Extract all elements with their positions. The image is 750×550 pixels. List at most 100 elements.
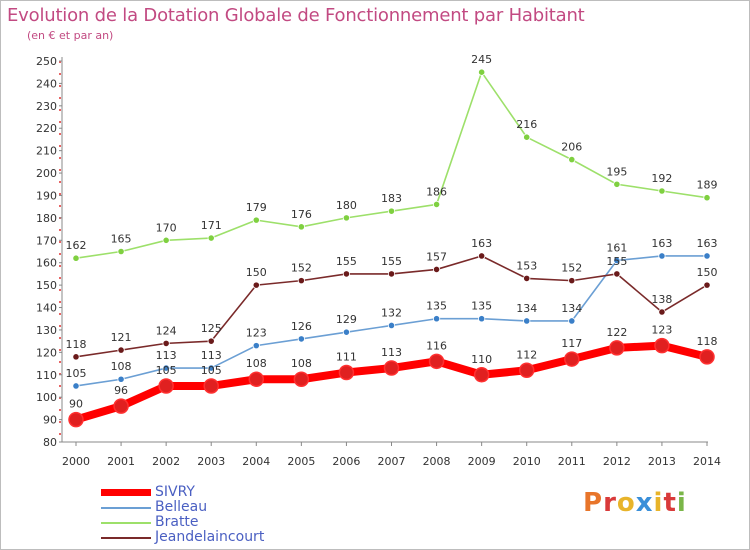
data-label-belleau: 163 xyxy=(697,237,718,250)
data-label-jeandelaincourt: 155 xyxy=(381,255,402,268)
data-point-belleau xyxy=(252,342,260,350)
y-tick-label: 120 xyxy=(36,346,57,359)
y-tick-label: 190 xyxy=(36,189,57,202)
data-label-jeandelaincourt: 163 xyxy=(471,237,492,250)
data-label-jeandelaincourt: 153 xyxy=(516,259,537,272)
data-label-belleau: 105 xyxy=(66,367,87,380)
data-point-belleau xyxy=(613,256,621,265)
y-tick-label: 220 xyxy=(36,122,57,135)
data-label-jeandelaincourt: 121 xyxy=(111,331,132,344)
x-tick-label: 2010 xyxy=(513,455,541,468)
data-label-bratte: 162 xyxy=(66,239,87,252)
y-tick-label: 160 xyxy=(36,257,57,270)
data-label-belleau: 135 xyxy=(426,300,447,313)
data-label-sivry: 108 xyxy=(246,357,267,370)
x-tick-label: 2013 xyxy=(648,455,676,468)
data-point-bratte xyxy=(658,187,666,195)
data-label-bratte: 216 xyxy=(516,118,537,131)
data-point-sivry xyxy=(518,362,535,379)
y-tick-label: 80 xyxy=(43,436,57,449)
data-label-belleau: 123 xyxy=(246,327,267,340)
data-point-sivry xyxy=(564,351,580,367)
data-label-belleau: 113 xyxy=(201,349,222,362)
data-point-sivry xyxy=(158,378,174,394)
data-point-belleau xyxy=(568,317,576,325)
legend-swatch xyxy=(101,522,151,524)
x-tick-label: 2003 xyxy=(197,455,225,468)
data-label-bratte: 176 xyxy=(291,208,312,221)
data-point-jeandelaincourt xyxy=(658,308,666,316)
data-point-jeandelaincourt xyxy=(613,270,621,278)
data-label-sivry: 118 xyxy=(697,335,718,348)
logo-letter: i xyxy=(653,488,664,518)
data-label-sivry: 122 xyxy=(606,326,627,339)
data-point-jeandelaincourt xyxy=(72,353,80,361)
data-label-belleau: 113 xyxy=(156,349,177,362)
legend-label: SIVRY xyxy=(155,484,195,500)
data-point-sivry xyxy=(248,371,265,387)
data-point-sivry xyxy=(428,353,445,370)
data-point-belleau xyxy=(432,315,441,323)
data-label-belleau: 134 xyxy=(516,302,537,315)
x-tick-label: 2005 xyxy=(287,455,315,468)
data-point-sivry xyxy=(113,398,129,414)
legend-item-belleau: Belleau xyxy=(101,499,401,515)
data-point-jeandelaincourt xyxy=(478,252,486,260)
data-point-bratte xyxy=(613,180,621,188)
logo-letter: t xyxy=(663,488,677,518)
data-label-jeandelaincourt: 150 xyxy=(246,266,267,279)
legend-swatch xyxy=(101,507,151,509)
x-tick-label: 2008 xyxy=(423,455,451,468)
data-label-bratte: 206 xyxy=(561,141,582,154)
data-label-belleau: 135 xyxy=(471,300,492,313)
data-label-jeandelaincourt: 118 xyxy=(66,338,87,351)
data-point-jeandelaincourt xyxy=(297,277,305,285)
data-label-bratte: 186 xyxy=(426,185,447,198)
data-label-bratte: 192 xyxy=(651,172,672,185)
data-point-jeandelaincourt xyxy=(523,274,531,282)
data-label-bratte: 180 xyxy=(336,199,357,212)
y-tick-label: 200 xyxy=(36,167,57,180)
data-point-bratte xyxy=(342,214,351,222)
data-label-bratte: 171 xyxy=(201,219,222,232)
data-point-bratte xyxy=(523,133,531,141)
y-tick-label: 230 xyxy=(36,100,57,113)
data-label-belleau: 129 xyxy=(336,313,357,326)
data-label-sivry: 110 xyxy=(471,353,492,366)
data-label-sivry: 123 xyxy=(651,324,672,337)
data-point-belleau xyxy=(658,252,666,260)
logo-letter: x xyxy=(635,488,654,518)
data-label-belleau: 126 xyxy=(291,320,312,333)
data-point-sivry xyxy=(654,337,670,354)
data-label-sivry: 112 xyxy=(516,348,537,361)
data-point-sivry xyxy=(338,364,355,381)
legend-swatch xyxy=(101,489,151,496)
x-tick-label: 2004 xyxy=(242,455,270,468)
data-point-jeandelaincourt xyxy=(252,281,260,289)
data-point-sivry xyxy=(609,340,625,356)
data-point-belleau xyxy=(117,375,125,383)
data-label-jeandelaincourt: 155 xyxy=(606,255,627,268)
x-tick-label: 2014 xyxy=(693,455,721,468)
data-point-bratte xyxy=(252,216,260,224)
data-point-sivry xyxy=(473,367,490,383)
data-point-belleau xyxy=(703,252,711,260)
data-label-sivry: 113 xyxy=(381,346,402,359)
data-label-jeandelaincourt: 152 xyxy=(291,262,312,275)
y-tick-label: 240 xyxy=(36,77,57,90)
data-point-bratte xyxy=(387,207,396,215)
logo-letter: r xyxy=(603,488,617,518)
x-tick-label: 2002 xyxy=(152,455,180,468)
data-label-belleau: 163 xyxy=(651,237,672,250)
chart-subtitle: (en € et par an) xyxy=(27,29,114,42)
legend-item-bratte: Bratte xyxy=(101,514,401,530)
data-point-jeandelaincourt xyxy=(432,265,441,274)
logo-letter: o xyxy=(616,488,636,518)
y-tick-label: 150 xyxy=(36,279,57,292)
data-label-bratte: 170 xyxy=(156,221,177,234)
data-point-jeandelaincourt xyxy=(703,281,711,289)
data-point-jeandelaincourt xyxy=(568,277,576,285)
data-point-jeandelaincourt xyxy=(117,346,125,354)
data-label-belleau: 134 xyxy=(561,302,582,315)
y-tick-label: 250 xyxy=(36,55,57,68)
